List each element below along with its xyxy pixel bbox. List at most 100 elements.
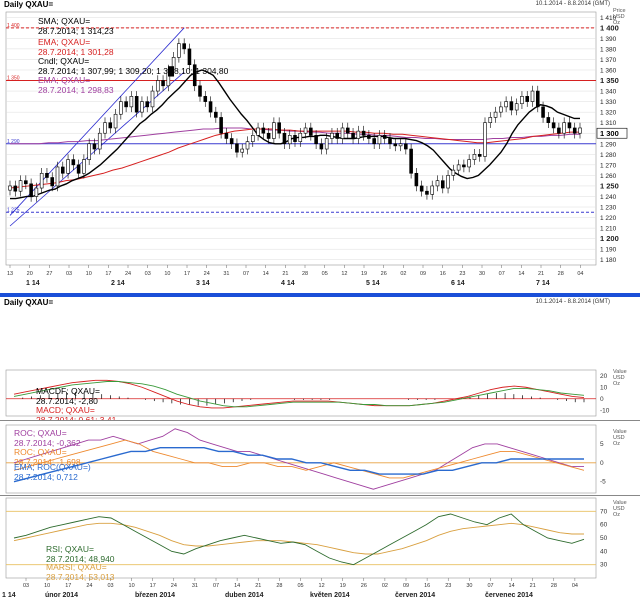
legend-marsi: MARSI; QXAU= 28.7.2014; 53,013 [46,562,115,582]
legend-value: 28.7.2014; 1 298,83 [38,85,114,95]
candle-body [467,159,471,168]
x-day-label: 14 [263,271,269,277]
x-day-label: 05 [322,271,328,277]
candle-body [203,96,208,102]
x-day-label: 21 [255,583,261,589]
x-day-label: 31 [223,271,229,277]
legend-label: ROC; QXAU= [14,428,67,438]
y-tick-label: 1 260 [600,173,617,180]
y-tick-label: 1 200 [600,234,619,243]
candle-body [66,159,70,174]
candle-body [393,143,398,147]
candle-body [451,169,456,176]
axis-header-line: Oz [613,20,621,26]
candle-body [530,90,535,102]
x-day-label: 28 [302,271,308,277]
y-tick-label: 20 [600,373,608,380]
x-day-label: 19 [361,271,367,277]
legend-value: 28.7.2014; 53,013 [46,572,115,582]
rsi-chart[interactable]: 70 60 50 40 30 03 10 17 24 03 10 17 24 31 07 14 21 28 05 12… [0,496,640,604]
candle-body [13,185,18,192]
axis-header: Price USD Oz [613,8,626,26]
x-day-label: 07 [213,583,219,589]
candle-body [214,111,218,118]
marsi-line [13,522,584,555]
candle-body [535,90,540,108]
x-day-label: 10 [44,583,50,589]
y-tick-label: 1 210 [600,226,617,233]
x-month-label: 1 14 [2,592,16,599]
candle-body [208,101,213,113]
y-tick-label: 1 280 [600,152,617,159]
y-tick-label: 1 400 [600,23,619,32]
candle-body [39,172,44,189]
candle-body [192,64,197,87]
axis-header-line: Value [613,500,627,506]
candle-body [8,185,12,191]
axis-header-line: Oz [613,512,621,518]
axis-header-line: USD [613,14,625,20]
legend-value: 28.7.2014; 1 301,28 [38,47,114,57]
candle-body [340,127,345,139]
candle-body [76,164,81,174]
candle-body [272,122,276,139]
candle-body [388,138,392,145]
chart-title: Daily QXAU= [4,0,54,9]
x-day-label: 14 [518,271,524,277]
x-day-label: 28 [276,583,282,589]
candle-body [50,177,55,187]
y-tick-label: 1 290 [600,141,617,148]
channel-upper-line [9,27,185,216]
candle-body [219,117,223,134]
x-day-label: 17 [150,583,156,589]
legend-label: RSI; QXAU= [46,544,94,554]
rsi-panel: Value USD Oz 70 60 50 40 30 03 10 17 24 03 10 17 24 3… [0,496,640,604]
candle-body [335,132,340,139]
macd-chart[interactable]: 20 10 0 -10 [0,298,640,420]
y-tick-label: 1 340 [600,89,617,96]
candle-body [324,138,329,150]
y-tick-label: 0 [600,460,604,467]
x-month-label: duben 2014 [225,592,264,599]
date-range: 10.1.2014 - 8.8.2014 (GMT) [535,1,610,7]
candle-body [541,106,545,118]
candle-body [351,132,355,139]
rsi-line [13,513,585,566]
price-panel: Daily QXAU= 10.1.2014 - 8.8.2014 (GMT) P… [0,0,640,300]
candle-body [113,113,118,129]
candle-body [472,154,477,160]
y-tick-label: 10 [600,384,608,391]
candle-body [18,180,23,192]
level-label: 1 400 [7,23,20,29]
candle-body [55,166,60,187]
candle-body [404,143,408,150]
ema-roc-line [13,446,584,483]
x-day-label: 07 [487,583,493,589]
roc-chart[interactable]: 5 0 -5 [0,421,640,495]
candle-body [60,166,65,174]
x-day-label: 04 [577,271,583,277]
x-day-label: 03 [107,583,113,589]
candle-body [509,101,514,111]
candle-body [314,135,318,145]
candle-body [319,143,324,150]
x-day-label: 10 [164,271,170,277]
x-day-label: 03 [23,583,29,589]
y-tick-label: 50 [600,535,608,542]
candle-body [134,96,139,113]
legend-label: EMA; QXAU= [38,75,91,85]
x-month-label: 7 14 [536,280,550,287]
x-day-label: 12 [341,271,347,277]
level-label: 1 225 [7,207,20,213]
candle-body [298,132,303,142]
plot-frame [5,424,597,494]
y-tick-label: 1 380 [600,46,617,53]
candle-body [578,127,582,134]
roc-1-line [13,428,584,490]
candle-body [546,117,551,123]
candle-body [34,187,39,197]
candle-body [430,185,435,195]
candle-body [124,101,128,108]
macd-date-range: 10.1.2014 - 8.8.2014 (GMT) [535,299,610,305]
